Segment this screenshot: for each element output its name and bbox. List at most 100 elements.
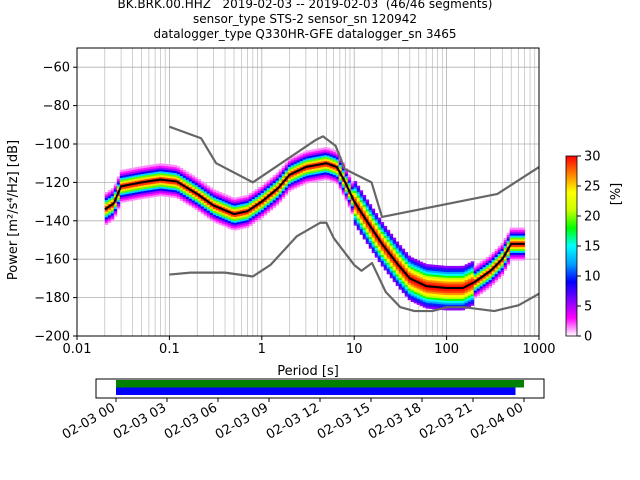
heatmap-cell <box>428 289 433 292</box>
heatmap-cell <box>128 185 133 188</box>
heatmap-cell <box>260 196 265 199</box>
heatmap-cell <box>512 248 517 251</box>
heatmap-cell <box>392 239 397 242</box>
heatmap-cell <box>362 202 367 205</box>
heatmap-cell <box>113 189 118 192</box>
heatmap-cell <box>368 219 373 222</box>
heatmap-cell <box>104 197 109 201</box>
heatmap-cell <box>461 296 466 299</box>
heatmap-cell <box>434 282 439 285</box>
heatmap-cell <box>278 186 283 189</box>
heatmap-cell <box>506 244 511 247</box>
heatmap-cell <box>518 254 523 257</box>
heatmap-cell <box>329 162 334 165</box>
heatmap-cell <box>176 171 181 175</box>
heatmap-cell <box>170 189 175 192</box>
heatmap-cell <box>518 229 523 232</box>
heatmap-cell <box>236 227 241 230</box>
heatmap-cell <box>269 198 274 201</box>
heatmap-cell <box>164 177 169 180</box>
heatmap-cell <box>326 168 331 171</box>
heatmap-cell <box>470 284 475 287</box>
heatmap-cell <box>293 176 298 180</box>
heatmap-cell <box>296 171 301 174</box>
heatmap-cell <box>311 178 316 181</box>
heatmap-cell <box>410 284 415 287</box>
heatmap-cell <box>347 176 352 179</box>
heatmap-cell <box>425 302 430 305</box>
heatmap-cell <box>191 192 196 195</box>
heatmap-cell <box>275 199 280 202</box>
heatmap-cell <box>383 252 388 256</box>
heatmap-cell <box>329 175 334 178</box>
heatmap-cell <box>185 190 190 194</box>
heatmap-cell <box>446 281 451 284</box>
heatmap-cell <box>362 214 367 217</box>
heatmap-cell <box>107 203 112 206</box>
heatmap-cell <box>215 198 220 201</box>
heatmap-cell <box>437 278 442 281</box>
heatmap-cell <box>305 150 310 153</box>
heatmap-cell <box>308 169 313 172</box>
heatmap-cell <box>368 223 373 226</box>
heatmap-cell <box>125 195 130 198</box>
heatmap-cell <box>302 151 307 154</box>
heatmap-cell <box>458 292 463 296</box>
heatmap-cell <box>380 256 385 259</box>
heatmap-cell <box>392 260 397 263</box>
heatmap-cell <box>320 149 325 152</box>
heatmap-cell <box>470 286 475 289</box>
heatmap-cell <box>398 250 403 254</box>
heatmap-cell <box>299 181 304 185</box>
heatmap-cell <box>494 260 499 263</box>
heatmap-cell <box>134 197 139 201</box>
heatmap-cell <box>182 187 187 190</box>
heatmap-cell <box>311 166 316 169</box>
heatmap-cell <box>335 180 340 183</box>
heatmap-cell <box>386 254 391 258</box>
heatmap-cell <box>452 300 457 303</box>
heatmap-cell <box>185 184 190 188</box>
heatmap-cell <box>362 194 367 198</box>
heatmap-cell <box>377 234 382 238</box>
heatmap-cell <box>323 160 328 163</box>
heatmap-cell <box>122 182 127 186</box>
heatmap-cell <box>317 171 322 174</box>
heatmap-cell <box>374 249 379 252</box>
heatmap-cell <box>128 181 133 184</box>
heatmap-cell <box>407 290 412 293</box>
heatmap-cell <box>215 209 220 213</box>
heatmap-cell <box>116 201 121 204</box>
heatmap-cell <box>233 222 238 225</box>
heatmap-cell <box>500 267 505 271</box>
heatmap-cell <box>353 192 358 195</box>
heatmap-cell <box>476 290 481 293</box>
colorbar-tick-label: 30 <box>584 150 601 165</box>
heatmap-cell <box>290 174 295 177</box>
heatmap-cell <box>227 199 232 202</box>
heatmap-cell <box>317 165 322 168</box>
heatmap-cell <box>482 260 487 264</box>
heatmap-cell <box>191 180 196 184</box>
heatmap-cell <box>365 211 370 214</box>
heatmap-cell <box>239 221 244 224</box>
heatmap-cell <box>449 281 454 284</box>
heatmap-cell <box>227 195 232 199</box>
heatmap-cell <box>302 170 307 174</box>
heatmap-cell <box>134 186 139 189</box>
heatmap-cell <box>392 279 397 283</box>
heatmap-cell <box>227 201 232 204</box>
heatmap-cell <box>113 204 118 207</box>
heatmap-cell <box>440 298 445 301</box>
heatmap-cell <box>404 252 409 255</box>
heatmap-cell <box>401 285 406 288</box>
heatmap-cell <box>506 259 511 262</box>
heatmap-cell <box>161 186 166 189</box>
heatmap-cell <box>461 275 466 278</box>
heatmap-cell <box>473 273 478 276</box>
heatmap-cell <box>494 277 499 281</box>
heatmap-cell <box>503 256 508 260</box>
heatmap-cell <box>473 294 478 297</box>
heatmap-cell <box>398 275 403 279</box>
heatmap-cell <box>446 277 451 280</box>
